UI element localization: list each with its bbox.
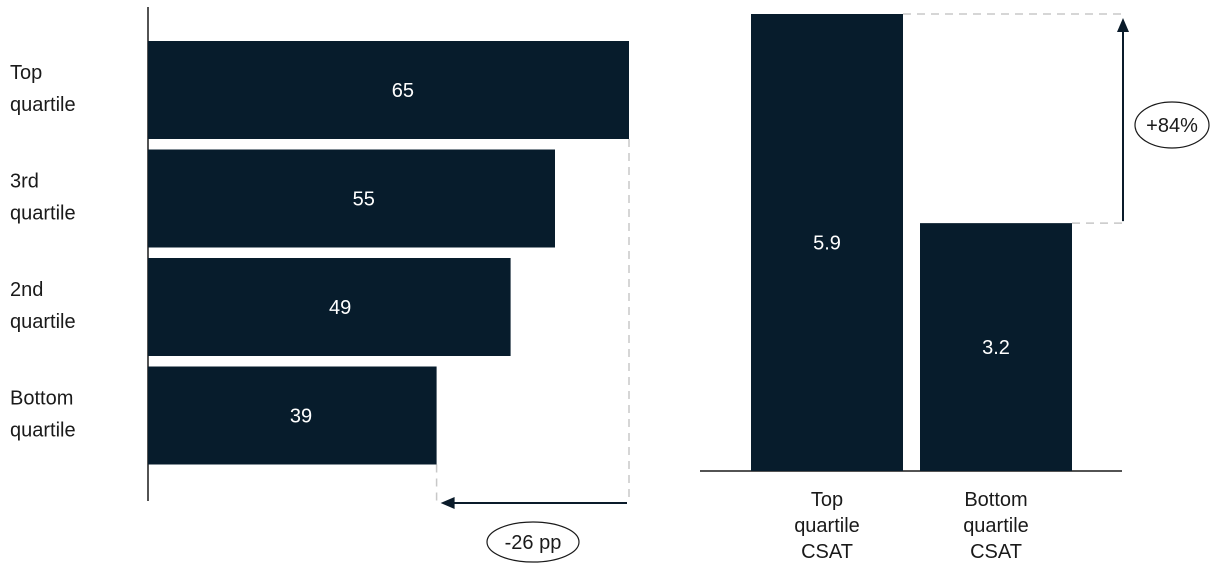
category-label: 3rd xyxy=(10,171,39,193)
bar-value-label: 55 xyxy=(353,189,375,211)
category-label: quartile xyxy=(963,515,1029,537)
category-label: Bottom xyxy=(10,388,73,410)
category-label: Top xyxy=(10,62,42,84)
difference-badge xyxy=(486,521,580,563)
bar xyxy=(148,149,555,248)
category-label: quartile xyxy=(10,420,76,442)
difference-label: +84% xyxy=(1146,115,1198,137)
category-label: Bottom xyxy=(964,489,1027,511)
category-label: CSAT xyxy=(801,541,853,563)
bar-value-label: 49 xyxy=(329,297,351,319)
bar-value-label: 5.9 xyxy=(813,233,841,255)
bar xyxy=(148,366,437,465)
category-label: 2nd xyxy=(10,279,43,301)
category-label: Top xyxy=(811,489,843,511)
category-label: CSAT xyxy=(970,541,1022,563)
difference-label: -26 pp xyxy=(505,532,562,554)
category-label: quartile xyxy=(10,94,76,116)
bar-value-label: 3.2 xyxy=(982,337,1010,359)
bar-value-label: 39 xyxy=(290,406,312,428)
bar-value-label: 65 xyxy=(392,80,414,102)
arrow-head xyxy=(440,497,455,509)
bar xyxy=(148,258,511,356)
bar xyxy=(920,223,1072,471)
category-label: quartile xyxy=(10,203,76,225)
arrow-head xyxy=(1117,18,1129,32)
category-label: quartile xyxy=(794,515,860,537)
vertical-bar-chart: 5.9 Top quartile CSAT 3.2 Bottom quartile CSAT +… xyxy=(700,13,1210,563)
difference-badge xyxy=(1134,101,1210,149)
bar xyxy=(751,14,903,471)
bar xyxy=(148,41,629,139)
horizontal-bar-chart: 65 Top quartile 55 3rd quartile 49 2nd quartile 3… xyxy=(10,7,630,563)
category-label: quartile xyxy=(10,311,76,333)
